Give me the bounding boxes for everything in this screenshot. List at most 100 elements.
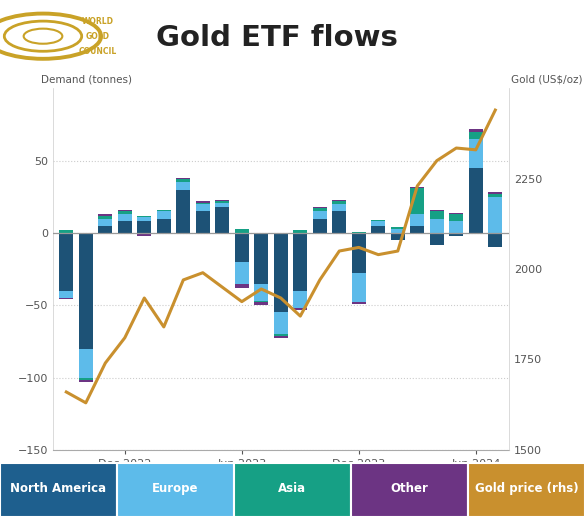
Bar xyxy=(79,381,93,382)
Bar xyxy=(468,463,585,517)
Bar xyxy=(118,210,132,211)
Bar xyxy=(157,218,171,233)
Bar xyxy=(449,222,463,233)
Text: GOLD: GOLD xyxy=(85,32,109,41)
Text: Europe: Europe xyxy=(152,483,199,496)
Bar xyxy=(176,179,190,183)
Bar xyxy=(254,283,269,301)
Bar xyxy=(0,463,117,517)
Text: Monthly: Monthly xyxy=(418,31,474,44)
Bar xyxy=(313,207,327,209)
Bar xyxy=(293,233,307,291)
Bar xyxy=(137,222,152,233)
Bar xyxy=(215,200,229,201)
Bar xyxy=(59,298,73,300)
Bar xyxy=(98,216,112,218)
Bar xyxy=(352,274,366,302)
Bar xyxy=(469,129,483,132)
Bar xyxy=(137,216,152,217)
Text: Gold ETF flows: Gold ETF flows xyxy=(156,24,398,51)
Bar xyxy=(274,233,288,313)
Bar xyxy=(137,217,152,222)
Bar xyxy=(351,463,468,517)
Bar xyxy=(157,233,171,235)
Bar xyxy=(117,463,234,517)
Bar xyxy=(79,348,93,378)
Bar xyxy=(254,302,269,305)
Bar xyxy=(352,233,366,274)
Bar xyxy=(430,233,444,244)
Bar xyxy=(469,139,483,168)
Bar xyxy=(332,200,346,201)
Bar xyxy=(332,211,346,233)
Text: Demand (tonnes): Demand (tonnes) xyxy=(41,74,132,84)
Bar xyxy=(196,201,210,203)
Bar xyxy=(430,210,444,211)
Text: North America: North America xyxy=(11,483,106,496)
Bar xyxy=(196,211,210,233)
Bar xyxy=(332,204,346,211)
Bar xyxy=(118,222,132,233)
Bar xyxy=(469,132,483,139)
Bar xyxy=(196,204,210,211)
Bar xyxy=(449,213,463,214)
Bar xyxy=(352,231,366,233)
Text: Gold (US$/oz): Gold (US$/oz) xyxy=(511,74,582,84)
Bar xyxy=(254,301,269,302)
Bar xyxy=(352,302,366,304)
Bar xyxy=(118,214,132,222)
Text: Gold price (rhs): Gold price (rhs) xyxy=(474,483,579,496)
Bar xyxy=(215,201,229,203)
Bar xyxy=(98,214,112,216)
Bar xyxy=(215,203,229,207)
Bar xyxy=(371,233,386,235)
Bar xyxy=(488,233,503,248)
Bar xyxy=(449,233,463,236)
Bar xyxy=(98,226,112,233)
Bar xyxy=(488,192,503,194)
Bar xyxy=(59,230,73,233)
Bar xyxy=(215,207,229,233)
Text: Other: Other xyxy=(391,483,428,496)
Bar xyxy=(196,203,210,204)
Bar xyxy=(488,197,503,233)
Bar xyxy=(274,334,288,335)
Text: WORLD: WORLD xyxy=(81,17,113,25)
Bar xyxy=(371,222,386,226)
Text: COUNCIL: COUNCIL xyxy=(78,47,116,56)
Bar xyxy=(176,183,190,190)
Bar xyxy=(410,187,424,188)
Bar xyxy=(235,233,249,262)
Bar xyxy=(391,227,405,229)
Bar xyxy=(137,233,152,236)
Bar xyxy=(235,262,249,283)
Bar xyxy=(79,233,93,348)
Bar xyxy=(118,211,132,214)
Bar xyxy=(274,313,288,334)
Bar xyxy=(410,188,424,214)
Bar xyxy=(254,233,269,283)
Bar xyxy=(410,226,424,233)
Bar xyxy=(430,211,444,218)
Bar xyxy=(313,211,327,218)
Bar xyxy=(176,190,190,233)
Bar xyxy=(157,211,171,218)
Text: Tonnes: Tonnes xyxy=(512,31,561,44)
Bar xyxy=(59,233,73,291)
Bar xyxy=(176,178,190,179)
Bar xyxy=(98,218,112,226)
Bar xyxy=(293,291,307,308)
Bar xyxy=(79,378,93,381)
Bar xyxy=(449,214,463,222)
Bar xyxy=(157,210,171,211)
Bar xyxy=(235,229,249,233)
Bar xyxy=(391,233,405,240)
Bar xyxy=(234,463,351,517)
Bar xyxy=(430,218,444,233)
Bar xyxy=(293,230,307,233)
Bar xyxy=(488,194,503,197)
Bar xyxy=(274,335,288,339)
Bar xyxy=(469,168,483,233)
Bar xyxy=(313,209,327,211)
Bar xyxy=(410,214,424,226)
